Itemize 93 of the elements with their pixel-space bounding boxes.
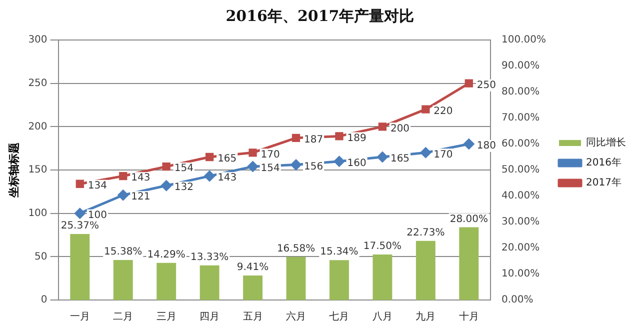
data-label: 22.73%	[406, 227, 445, 238]
bar	[416, 240, 436, 300]
point	[119, 172, 128, 180]
data-label: 134	[88, 180, 107, 192]
y-tick-label: 100	[28, 208, 48, 219]
data-label: 220	[434, 106, 453, 117]
point	[464, 79, 473, 88]
bar	[156, 262, 176, 300]
y2-tick-label: 90.00%	[502, 60, 540, 72]
data-label: 143	[131, 172, 150, 184]
point	[76, 180, 84, 188]
data-label: 187	[304, 134, 324, 146]
y-tick-label: 50	[34, 251, 48, 262]
data-label: 160	[347, 158, 366, 169]
data-label: 15.34%	[320, 246, 358, 258]
y2-tick-label: 20.00%	[502, 242, 540, 254]
y-tick-label: 0	[40, 294, 48, 306]
bar	[459, 227, 479, 300]
y-tick-label: 300	[28, 34, 48, 46]
point	[420, 147, 431, 158]
y2-tick-label: 0.00%	[502, 294, 534, 306]
y-tick-label: 250	[28, 78, 48, 89]
bar	[286, 256, 306, 300]
data-label: 165	[390, 154, 410, 165]
y-tick-label: 150	[28, 164, 48, 176]
y2-tick-label: 100.00%	[502, 34, 546, 46]
data-label: 13.33%	[190, 252, 229, 263]
x-tick-label: 四月	[200, 312, 220, 323]
data-label: 170	[260, 149, 280, 160]
point	[334, 156, 344, 167]
data-label: 250	[476, 80, 496, 91]
data-label: 9.41%	[236, 262, 269, 274]
legend-label: 同比增长	[586, 136, 626, 149]
legend-label: 2017年	[586, 176, 622, 189]
y2-tick-label: 60.00%	[502, 138, 540, 150]
data-label: 100	[88, 210, 107, 221]
bar	[113, 260, 133, 300]
x-tick-label: 九月	[416, 310, 436, 323]
y2-tick-label: 10.00%	[502, 268, 540, 280]
x-tick-label: 七月	[329, 310, 350, 323]
bar	[372, 254, 392, 300]
point	[335, 132, 344, 140]
bar	[200, 265, 220, 300]
bar	[243, 276, 263, 300]
data-label: 154	[260, 163, 280, 174]
x-tick-label: 三月	[156, 312, 176, 323]
point	[205, 152, 214, 162]
y2-tick-label: 40.00%	[502, 190, 540, 202]
point	[248, 148, 257, 157]
y2-tick-label: 30.00%	[502, 216, 540, 228]
point	[162, 162, 170, 171]
data-label: 15.38%	[104, 246, 142, 258]
data-label: 25.37%	[60, 220, 99, 232]
point	[118, 190, 128, 200]
legend-label: 2016年	[586, 156, 622, 169]
data-label: 16.58%	[276, 243, 316, 254]
data-label: 200	[390, 123, 410, 134]
bar	[330, 260, 349, 300]
data-label: 189	[347, 132, 366, 144]
point	[378, 122, 387, 131]
data-label: 14.29%	[147, 249, 186, 260]
point	[422, 105, 430, 114]
x-tick-label: 八月	[372, 312, 392, 323]
x-tick-label: 二月	[113, 312, 134, 323]
point	[377, 152, 388, 162]
point	[74, 208, 86, 219]
point	[292, 134, 300, 142]
data-label: 28.00%	[450, 214, 488, 225]
point	[204, 170, 215, 182]
y2-tick-label: 80.00%	[502, 86, 540, 98]
chart-title: 2016年、2017年产量对比	[226, 6, 414, 25]
x-tick-label: 十月	[458, 310, 479, 323]
y-axis-title: 坐标轴标题	[7, 142, 20, 198]
data-label: 121	[131, 192, 150, 203]
data-label: 180	[476, 140, 496, 152]
x-tick-label: 一月	[70, 312, 90, 323]
point	[248, 161, 258, 172]
bar	[70, 234, 90, 300]
y2-tick-label: 70.00%	[502, 112, 540, 124]
y2-tick-label: 50.00%	[502, 164, 540, 176]
data-label: 143	[218, 172, 237, 184]
data-label: 170	[434, 149, 453, 160]
x-tick-label: 五月	[242, 312, 263, 323]
point	[464, 138, 474, 150]
data-label: 132	[174, 182, 194, 194]
data-label: 17.50%	[363, 241, 402, 252]
point	[290, 160, 302, 170]
data-label: 165	[218, 154, 237, 165]
data-label: 156	[304, 161, 324, 172]
data-label: 154	[174, 163, 194, 174]
point	[161, 180, 172, 191]
x-tick-label: 六月	[286, 310, 306, 323]
y-tick-label: 200	[28, 121, 48, 132]
